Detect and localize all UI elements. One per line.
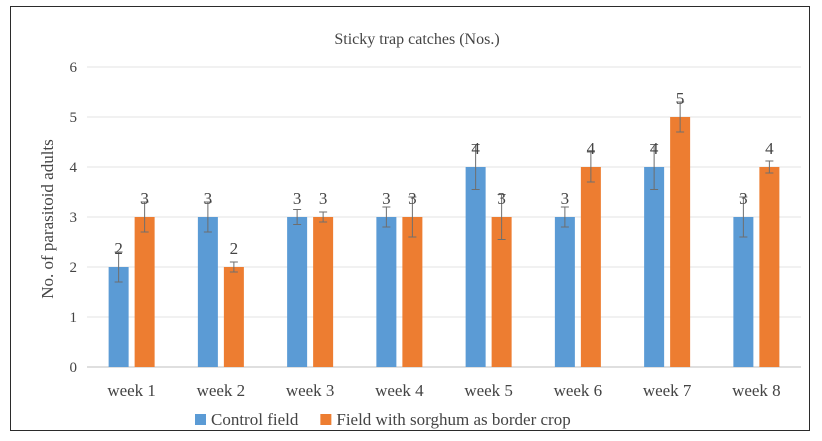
x-tick-labels: week 1 week 2 week 3 week 4 week 5 week 6 week… bbox=[107, 381, 780, 400]
x-tick-label: week 1 bbox=[107, 381, 156, 400]
y-tick-label: 0 bbox=[70, 360, 78, 376]
data-label: 3 bbox=[497, 189, 506, 208]
legend-swatch bbox=[320, 414, 332, 425]
y-tick-label: 6 bbox=[70, 60, 78, 76]
data-label: 3 bbox=[561, 189, 570, 208]
bar-sorghum-border-field bbox=[223, 267, 244, 367]
error-bars bbox=[114, 101, 774, 283]
bar-control-field bbox=[733, 217, 754, 367]
y-tick-label: 4 bbox=[70, 160, 78, 176]
y-tick-label: 3 bbox=[70, 210, 78, 226]
bar-sorghum-border-field bbox=[759, 167, 780, 367]
data-label: 4 bbox=[587, 139, 596, 158]
gridlines bbox=[87, 66, 801, 368]
x-tick-label: week 7 bbox=[643, 381, 692, 400]
y-tick-labels: 0 1 2 3 4 5 6 bbox=[70, 60, 78, 376]
data-label: 5 bbox=[676, 89, 685, 108]
data-label: 4 bbox=[765, 139, 774, 158]
bar-sorghum-border-field bbox=[491, 217, 512, 367]
data-label: 3 bbox=[319, 189, 328, 208]
bar-sorghum-border-field bbox=[580, 167, 601, 367]
y-tick-label: 1 bbox=[70, 310, 78, 326]
data-label: 4 bbox=[650, 139, 659, 158]
legend: Control field Field with sorghum as borde… bbox=[195, 410, 571, 429]
data-label: 3 bbox=[739, 189, 748, 208]
bar-control-field bbox=[108, 267, 129, 367]
y-axis-label: No. of parasitoid adults bbox=[38, 139, 57, 299]
x-tick-label: week 8 bbox=[732, 381, 781, 400]
bars bbox=[108, 117, 780, 367]
legend-label: Field with sorghum as border crop bbox=[336, 410, 570, 429]
data-label: 3 bbox=[382, 189, 391, 208]
y-tick-label: 5 bbox=[70, 110, 78, 126]
data-label: 2 bbox=[230, 239, 239, 258]
x-tick-label: week 2 bbox=[197, 381, 246, 400]
bar-control-field bbox=[465, 167, 486, 367]
bar-sorghum-border-field bbox=[313, 217, 334, 367]
legend-swatch bbox=[195, 414, 206, 425]
x-tick-label: week 3 bbox=[286, 381, 335, 400]
y-tick-label: 2 bbox=[70, 260, 78, 276]
bar-sorghum-border-field bbox=[670, 117, 691, 367]
bar-control-field bbox=[287, 217, 308, 367]
chart-frame: Sticky trap catches (Nos.) No. of parasi… bbox=[10, 6, 810, 431]
bar-control-field bbox=[197, 217, 218, 367]
data-label: 3 bbox=[140, 189, 149, 208]
data-label: 4 bbox=[471, 139, 480, 158]
data-label: 2 bbox=[114, 239, 123, 258]
bar-chart: Sticky trap catches (Nos.) No. of parasi… bbox=[38, 31, 801, 429]
legend-label: Control field bbox=[211, 410, 299, 429]
data-label: 3 bbox=[293, 189, 302, 208]
x-tick-label: week 5 bbox=[464, 381, 513, 400]
data-label: 3 bbox=[408, 189, 417, 208]
bar-control-field bbox=[644, 167, 665, 367]
bar-control-field bbox=[376, 217, 397, 367]
bar-control-field bbox=[554, 217, 575, 367]
bar-sorghum-border-field bbox=[402, 217, 423, 367]
data-label: 3 bbox=[204, 189, 213, 208]
x-tick-label: week 6 bbox=[554, 381, 603, 400]
bar-sorghum-border-field bbox=[134, 217, 155, 367]
x-tick-label: week 4 bbox=[375, 381, 424, 400]
chart-title: Sticky trap catches (Nos.) bbox=[334, 31, 499, 48]
